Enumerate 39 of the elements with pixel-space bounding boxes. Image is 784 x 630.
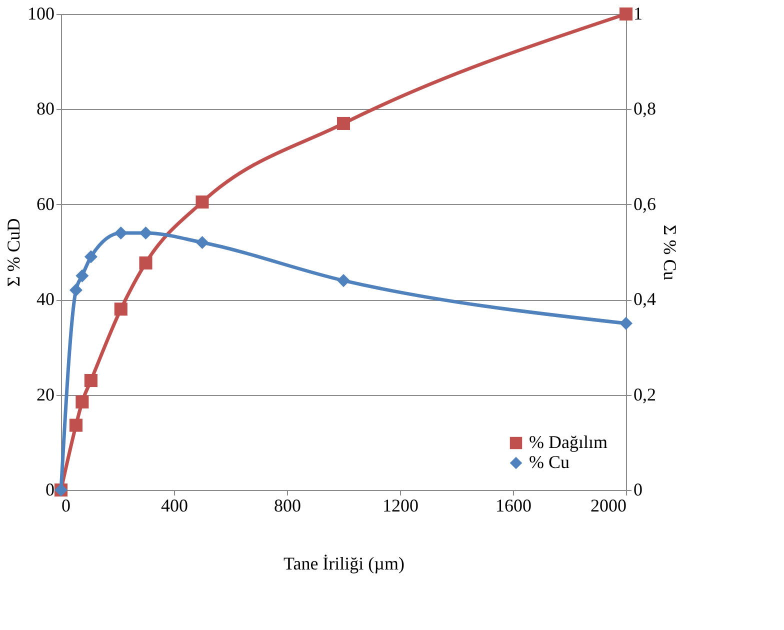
y2-tick-label: 0,8 [634,98,656,119]
point [196,196,209,209]
point [84,250,98,264]
y-axis-title: Σ % CuD [4,218,24,287]
y2-tick-label: 0,4 [634,289,656,310]
y-tick-label: 100 [28,4,54,24]
x-tick-label: 2000 [590,496,626,516]
point [139,256,152,270]
y2-tick-label: 0,6 [634,194,656,214]
x-tick-label: 400 [161,496,188,516]
y2-tick-label: 0,2 [634,384,656,404]
y2-axis-title: Σ % Cu [660,224,680,280]
point [336,116,350,130]
y-tick-label: 40 [36,289,54,310]
legend-label: % Dağılım [529,432,608,452]
x-tick-label: 0 [62,496,70,516]
point [619,316,633,330]
point [619,7,633,21]
point [76,395,89,408]
y-tick-label: 60 [36,194,54,214]
point [114,302,128,316]
x-axis-title: Tane İriliği (µm) [283,554,405,574]
point [196,236,209,249]
point [114,226,128,240]
point [84,374,98,388]
point [69,284,82,297]
x-tick-label: 800 [274,496,301,516]
y-tick-label: 0 [46,480,54,500]
point [69,418,82,432]
legend-label: % Cu [529,452,570,472]
point [139,226,152,240]
x-tick-label: 1600 [496,496,532,516]
y2-tick-label: 0 [634,480,642,500]
point [336,274,350,288]
y-tick-label: 80 [36,98,54,119]
y-tick-label: 20 [36,384,54,404]
point [76,269,89,282]
x-tick-label: 1200 [382,496,418,516]
y2-tick-label: 1 [634,4,642,24]
